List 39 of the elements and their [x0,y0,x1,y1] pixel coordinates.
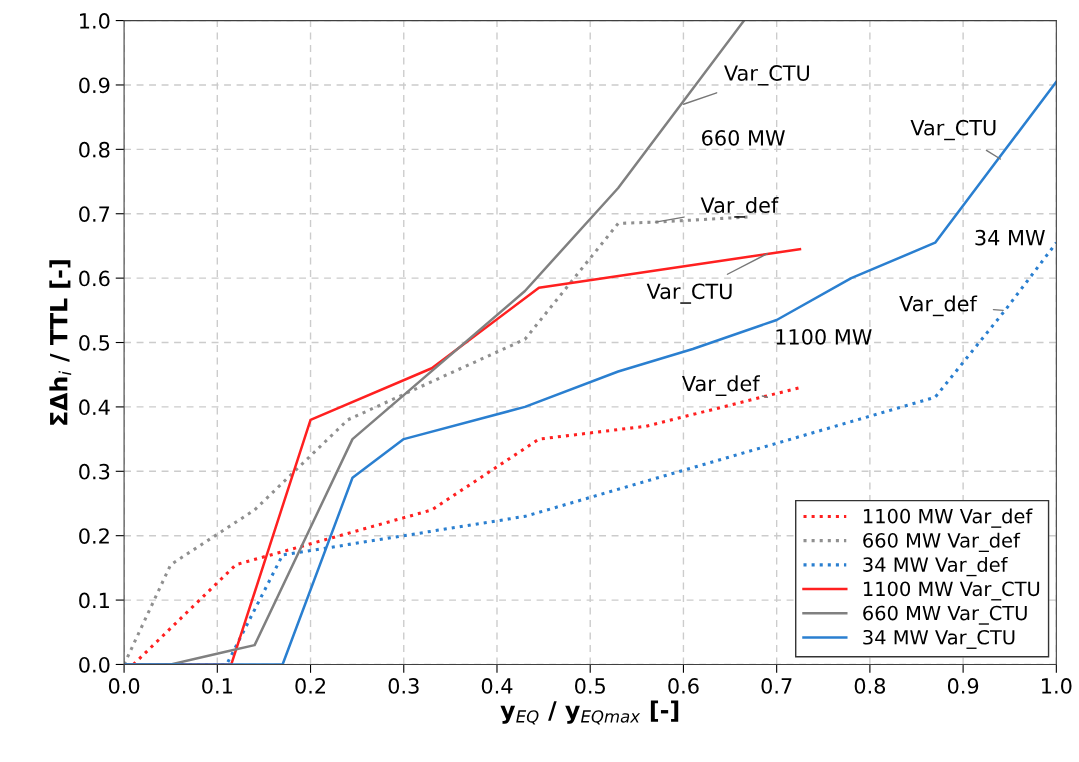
x-tick-label: 0.6 [668,678,699,694]
x-tick-label: 0.8 [854,678,886,694]
legend-label: 1100 MW Var_CTU [863,581,1040,601]
annotation: 1100 MW [776,328,872,345]
x-tick-label: 0.3 [388,678,419,694]
annotation: Var_CTU [910,119,996,141]
annotation: Var_def [700,196,779,218]
y-tick-label: 0.9 [79,77,110,94]
x-tick-label: 0.7 [761,678,792,694]
y-tick-label: 0.5 [79,334,110,351]
legend-label: 660 MW Var_CTU [863,605,1027,625]
annotation: Var_CTU [646,283,732,304]
y-tick-label: 0.3 [79,463,110,480]
annotation: 660 MW [702,129,785,146]
x-tick-label: 0.9 [947,678,979,694]
y-tick-label: 0.0 [79,656,110,673]
y-axis-title: ΣΔh$_{i}$ / TTL [-] [49,260,72,425]
legend-label: 660 MW Var_def [863,532,1021,553]
x-tick-label: 1.0 [1042,678,1072,694]
annotation: Var_CTU [724,65,809,86]
annotation: Var_def [899,295,978,317]
x-axis-title: y$_{EQ}$ / y$_{EQmax}$ [-] [500,700,679,725]
y-tick-label: 0.2 [79,528,109,544]
legend-label: 34 MW Var_CTU [863,629,1015,649]
x-tick-label: 0.0 [108,678,140,694]
x-tick-label: 0.4 [481,678,513,694]
x-tick-label: 0.2 [295,678,326,694]
y-tick-label: 1.0 [80,13,110,29]
x-tick-label: 0.5 [575,678,605,694]
legend-label: 34 MW Var_def [863,556,1008,577]
legend-label: 1100 MW Var_def [863,508,1033,528]
y-tick-label: 0.7 [79,206,110,222]
y-tick-label: 0.1 [79,592,109,609]
y-tick-label: 0.8 [79,141,110,158]
x-tick-label: 0.1 [202,678,232,694]
y-tick-label: 0.4 [79,399,110,416]
annotation: Var_def [682,375,761,397]
y-tick-label: 0.6 [79,270,110,287]
annotation: 34 MW [975,229,1045,246]
